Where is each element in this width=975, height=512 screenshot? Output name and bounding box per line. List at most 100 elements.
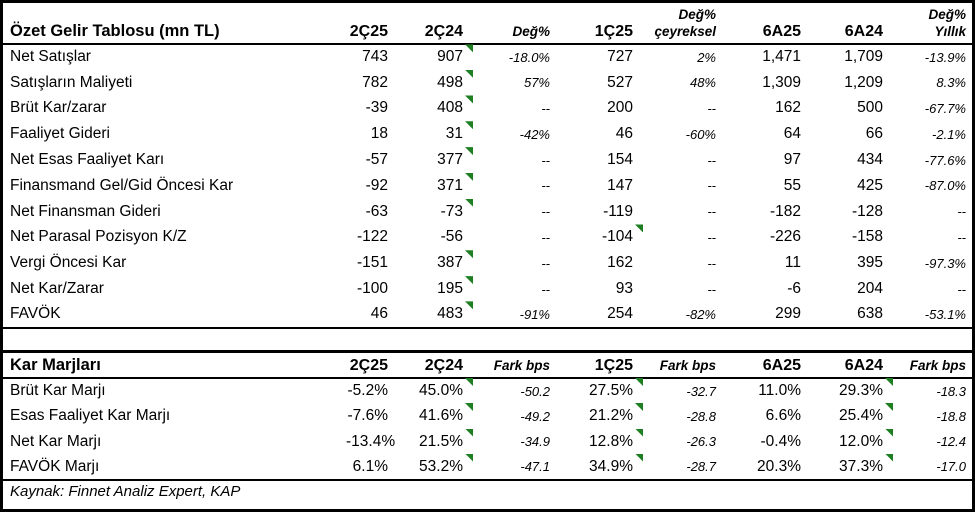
cell-value: 46	[615, 125, 633, 143]
column-header: 2Ç25	[349, 356, 388, 374]
cell-value: --	[707, 281, 716, 297]
cell-value: -60%	[685, 126, 716, 142]
income-statement-table: Özet Gelir Tablosu (mn TL) 2Ç25 2Ç24 Değ% 1…	[3, 3, 972, 329]
column-header: 6A24	[844, 23, 883, 40]
column-header: Fark bps	[659, 357, 716, 373]
cell-value: -57	[365, 151, 388, 169]
cell-value: 12.8%	[556, 428, 643, 455]
comment-flag-icon	[465, 95, 473, 104]
comment-flag-icon	[465, 428, 473, 437]
comment-flag-icon	[635, 453, 643, 462]
cell-value: 1,309	[762, 73, 801, 91]
cell-value: -63	[365, 202, 388, 220]
cell-value: -28.8	[686, 408, 716, 424]
comment-flag-icon	[885, 378, 893, 387]
cell-value: --	[541, 204, 550, 220]
cell-value: --	[541, 255, 550, 271]
cell-value: -77.6%	[924, 152, 966, 168]
cell-value: --	[957, 229, 966, 245]
comment-flag-icon	[465, 69, 473, 78]
row-label: FAVÖK	[10, 305, 61, 323]
cell-value: 1,471	[762, 48, 801, 66]
cell-value: 425	[857, 176, 883, 194]
comment-flag-icon	[465, 301, 473, 310]
comment-flag-icon	[465, 378, 473, 387]
cell-value: --	[707, 152, 716, 168]
cell-value: 204	[857, 280, 883, 298]
comment-flag-icon	[465, 147, 473, 156]
row-label: Vergi Öncesi Kar	[10, 254, 127, 272]
margins-table-body: Brüt Kar Marjı -5.2% 45.0% -50.2 27.5% -32.7 1…	[3, 378, 972, 480]
cell-value: -18.8	[936, 408, 966, 424]
table-row: Esas Faaliyet Kar Marjı -7.6% 41.6% -49.2 21…	[3, 403, 972, 429]
table-row: Net Parasal Pozisyon K/Z -122 -56 -- -104 -- -…	[3, 224, 972, 251]
column-header: 6A25	[762, 23, 801, 40]
table-row: Net Satışlar 743 907 -18.0% 727 2% 1,471 1,709 -…	[3, 44, 972, 70]
cell-value: 8.3%	[936, 75, 966, 91]
table-row: Net Kar Marjı -13.4% 21.5% -34.9 12.8% -26.3 -…	[3, 428, 972, 455]
row-label: Satışların Maliyeti	[10, 73, 133, 91]
cell-value: -6	[787, 280, 801, 298]
cell-value: --	[707, 204, 716, 220]
cell-value: -73	[394, 198, 473, 225]
cell-value: 377	[394, 147, 473, 173]
cell-value: 66	[865, 125, 883, 143]
cell-value: 387	[394, 250, 473, 276]
cell-value: -50.2	[520, 383, 550, 399]
profit-margins-table: Kar Marjları 2Ç25 2Ç24 Fark bps 1Ç25 Fark bp…	[3, 353, 972, 481]
comment-flag-icon	[885, 453, 893, 462]
comment-flag-icon	[465, 121, 473, 130]
cell-value: -92	[365, 176, 388, 194]
cell-value: 6.1%	[352, 457, 388, 475]
cell-value: 727	[607, 48, 633, 66]
table-row: Net Esas Faaliyet Karı -57 377 -- 154 -- 97 434…	[3, 147, 972, 173]
cell-value: -182	[769, 202, 801, 220]
cell-value: 48%	[689, 75, 716, 91]
cell-value: 498	[394, 69, 473, 96]
comment-flag-icon	[465, 276, 473, 285]
income-table-body: Net Satışlar 743 907 -18.0% 727 2% 1,471 1,709 -…	[3, 44, 972, 328]
cell-value: -39	[365, 99, 388, 117]
row-label: Net Esas Faaliyet Karı	[10, 151, 165, 169]
cell-value: 2%	[697, 49, 716, 65]
cell-value: 93	[615, 280, 633, 298]
column-header: 6A24	[844, 356, 883, 374]
cell-value: 11.0%	[758, 382, 801, 400]
row-label: Brüt Kar/zarar	[10, 99, 107, 117]
column-header: 1Ç25	[594, 23, 633, 40]
row-label: Net Satışlar	[10, 48, 91, 66]
cell-value: --	[541, 281, 550, 297]
table-row: FAVÖK 46 483 -91% 254 -82% 299 638 -53.1%	[3, 301, 972, 328]
cell-value: --	[957, 204, 966, 220]
margins-table-title: Kar Marjları	[10, 355, 101, 374]
cell-value: 483	[394, 301, 473, 328]
cell-value: 500	[857, 99, 883, 117]
comment-flag-icon	[635, 403, 643, 412]
cell-value: 64	[783, 125, 801, 143]
cell-value: 1,209	[844, 73, 883, 91]
table-row: Brüt Kar Marjı -5.2% 45.0% -50.2 27.5% -32.7 1…	[3, 378, 972, 404]
cell-value: --	[541, 100, 550, 116]
row-label: Net Kar Marjı	[10, 432, 102, 450]
cell-value: 200	[607, 99, 633, 117]
row-label: Finansmand Gel/Gid Öncesi Kar	[10, 176, 234, 194]
comment-flag-icon	[635, 224, 643, 233]
cell-value: 371	[394, 172, 473, 199]
cell-value: -26.3	[686, 434, 716, 450]
column-header: 2Ç25	[349, 23, 388, 40]
cell-value: 147	[607, 176, 633, 194]
cell-value: --	[541, 229, 550, 245]
comment-flag-icon	[635, 378, 643, 387]
comment-flag-icon	[885, 403, 893, 412]
spacer-row	[3, 329, 972, 350]
cell-value: 434	[857, 151, 883, 169]
table-row: Faaliyet Gideri 18 31 -42% 46 -60% 64 66 -2.1%	[3, 121, 972, 147]
cell-value: 21.2%	[556, 403, 643, 429]
cell-value: -18.0%	[508, 49, 550, 65]
cell-value: --	[707, 229, 716, 245]
income-table-header: Özet Gelir Tablosu (mn TL) 2Ç25 2Ç24 Değ% 1…	[3, 3, 972, 44]
cell-value: 57%	[523, 75, 550, 91]
cell-value: 55	[783, 176, 801, 194]
cell-value: -226	[769, 228, 801, 246]
